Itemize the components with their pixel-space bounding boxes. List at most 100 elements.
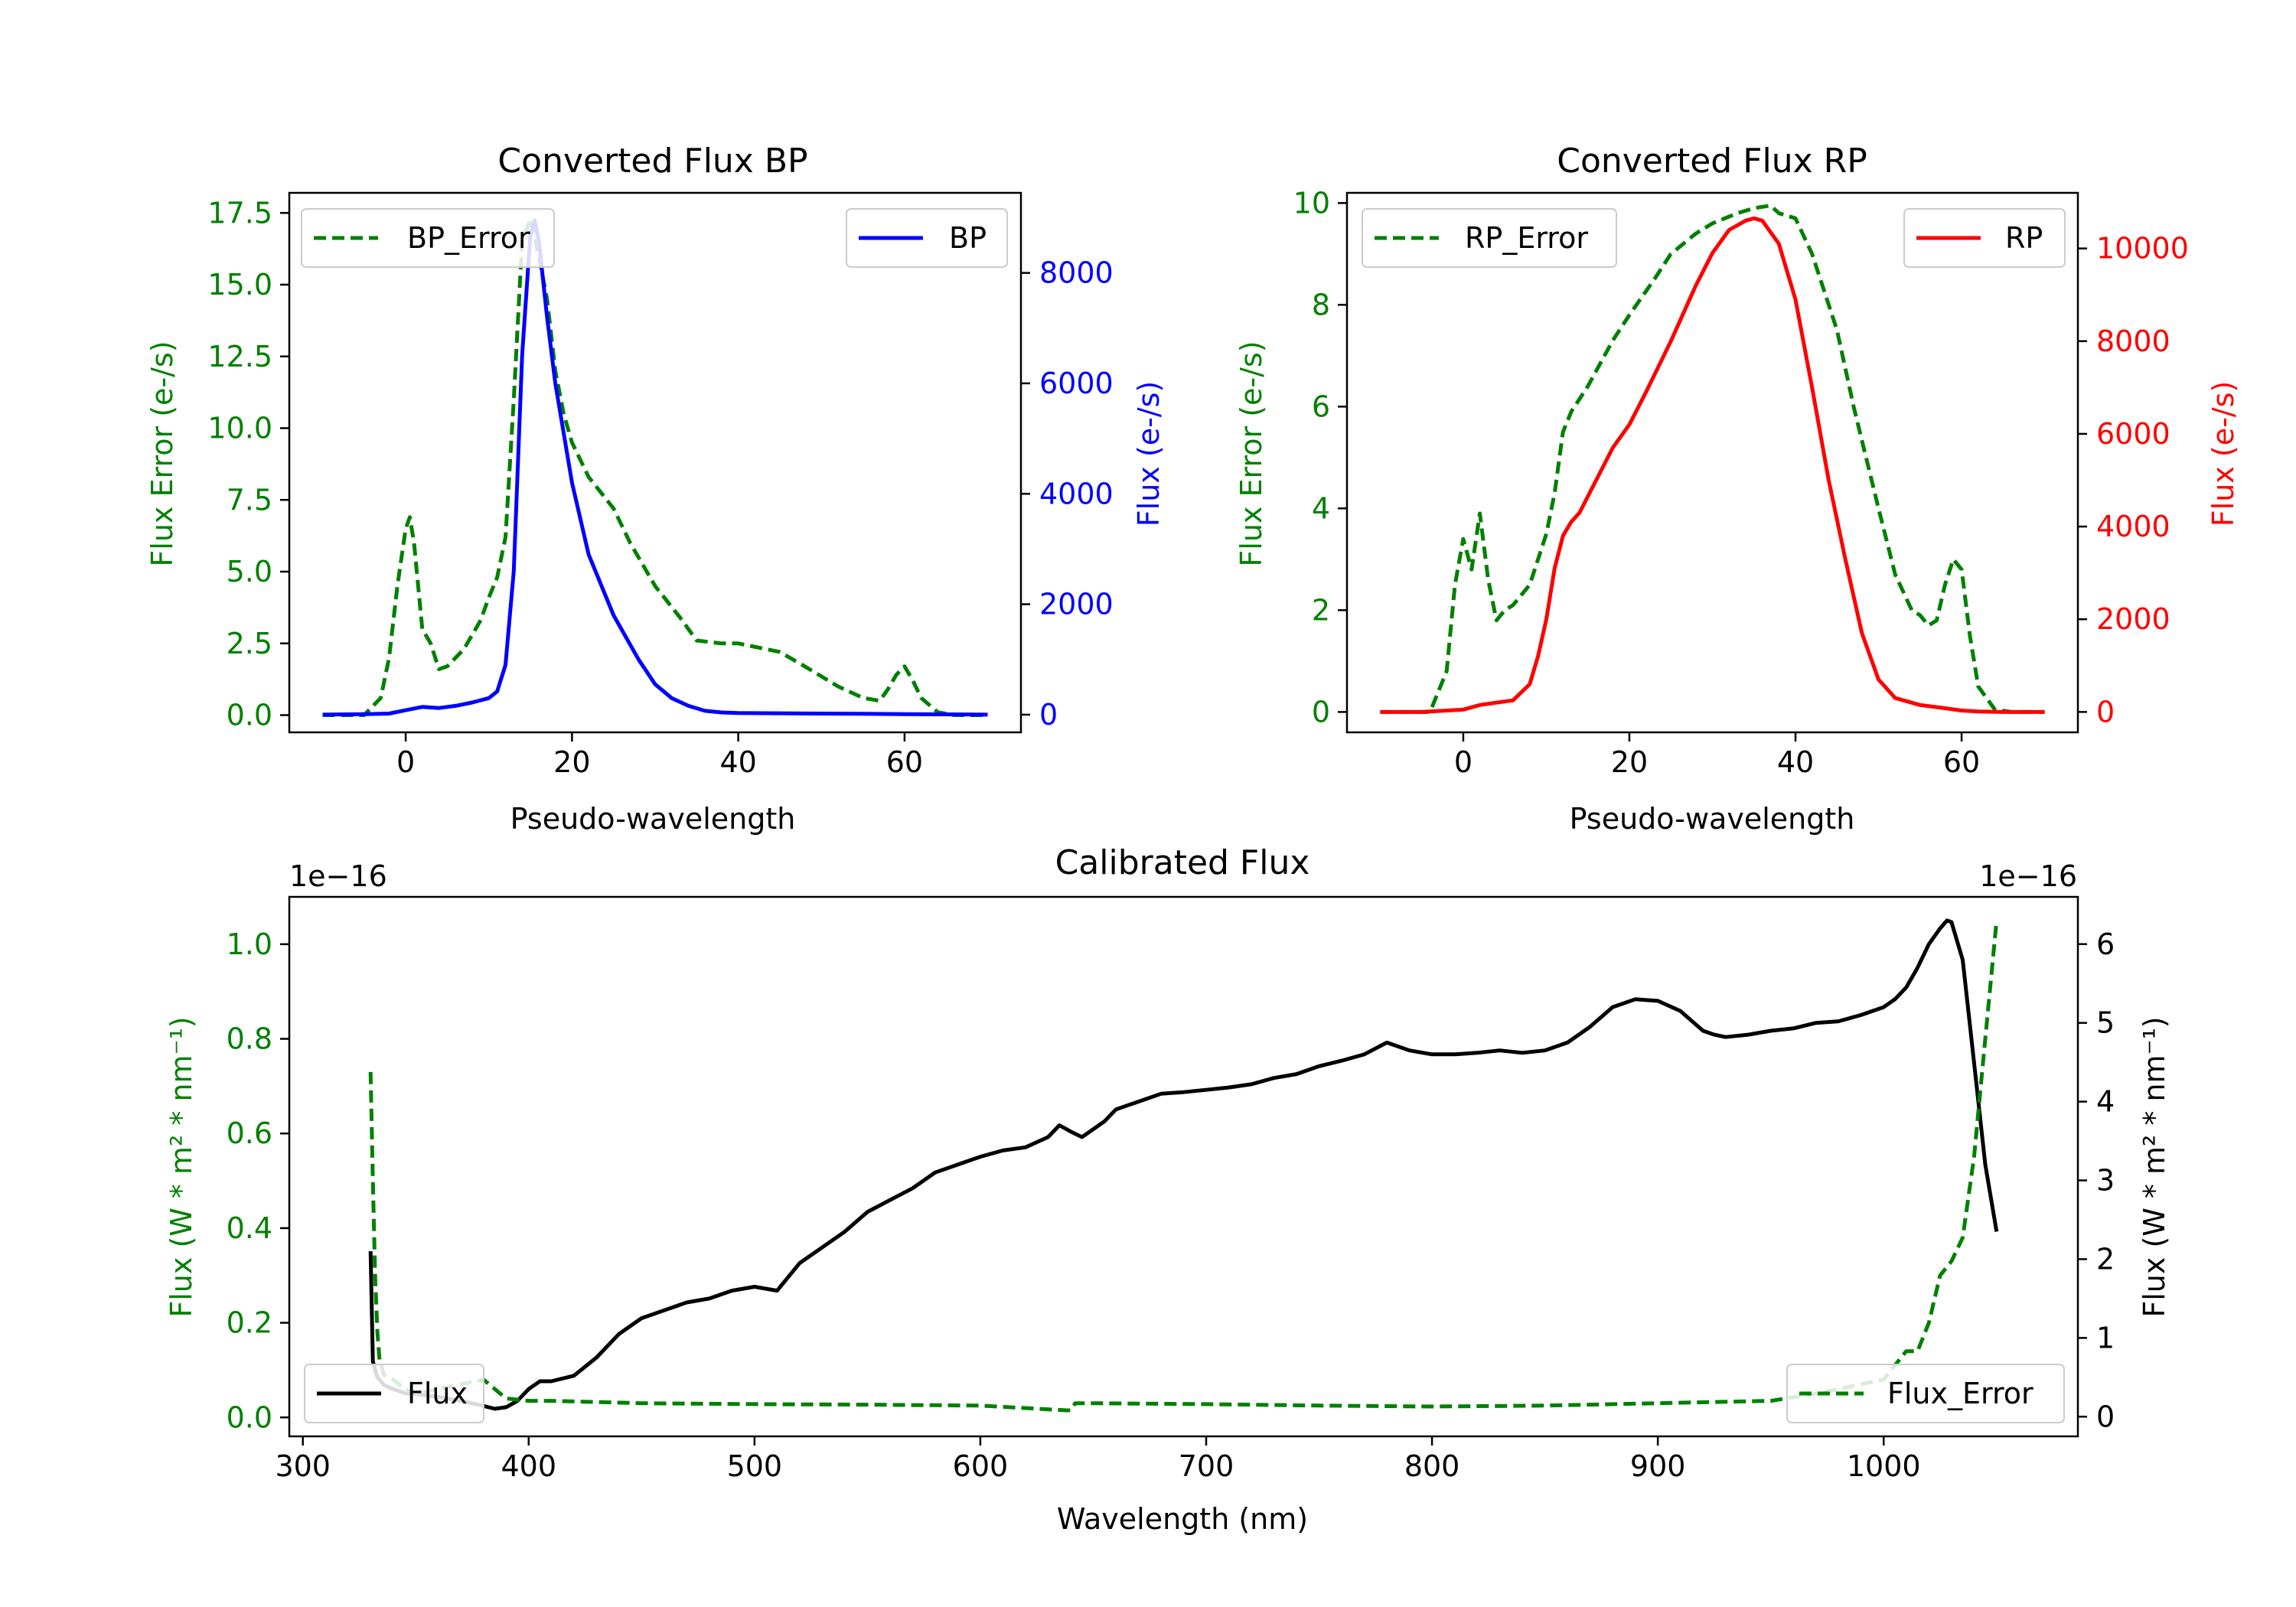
cal-legend-right-label: Flux_Error xyxy=(1887,1377,2033,1410)
cal-xtick-label: 300 xyxy=(275,1449,331,1483)
rp-xtick-label: 40 xyxy=(1777,745,1814,779)
rp-ytick-right-label: 8000 xyxy=(2096,324,2170,358)
cal-ytick-left-label: 0.2 xyxy=(227,1306,272,1340)
rp-series-layer xyxy=(1380,204,2045,714)
bp-ytick-left-label: 12.5 xyxy=(207,340,272,373)
bp-plot-frame xyxy=(288,191,1022,734)
rp-ytick-right-label: 2000 xyxy=(2096,602,2170,636)
rp-ytick-right-label: 0 xyxy=(2096,695,2115,729)
rp-legend-right: RP xyxy=(1903,208,2066,268)
cal-ytick-right-label: 5 xyxy=(2096,1006,2115,1040)
rp-ytick-left-label: 4 xyxy=(1312,491,1330,525)
bp-ytick-right-label: 0 xyxy=(1039,698,1058,732)
rp-ytick-right-label: 4000 xyxy=(2096,510,2170,543)
rp-ylabel-left: Flux Error (e-/s) xyxy=(1234,341,1268,566)
bp-ytick-left-label: 0.0 xyxy=(227,699,272,732)
bp-series-layer xyxy=(322,217,988,717)
cal-title: Calibrated Flux xyxy=(1055,843,1310,882)
cal-ytick-left-label: 0.6 xyxy=(227,1116,272,1150)
cal-xtick-label: 400 xyxy=(501,1449,557,1483)
cal-legend-right: Flux_Error xyxy=(1786,1364,2065,1423)
cal-xtick-label: 500 xyxy=(727,1449,783,1483)
rp-legend-left-box xyxy=(1362,208,1617,268)
rp-ytick-left-label: 0 xyxy=(1312,695,1330,729)
cal-ytick-right-label: 6 xyxy=(2096,927,2115,961)
rp-plot-frame xyxy=(1345,191,2079,734)
cal-series-flux xyxy=(368,918,1999,1411)
bp-legend-right: BP xyxy=(846,208,1008,268)
rp-panel: Converted Flux RP Pseudo-wavelength Flux… xyxy=(1234,142,2240,836)
bp-legend-right-label: BP xyxy=(949,221,987,255)
cal-ytick-right-label: 0 xyxy=(2096,1400,2115,1433)
rp-legend-left: RP_Error xyxy=(1362,208,1617,268)
bp-ytick-left-label: 7.5 xyxy=(227,483,272,517)
rp-ytick-right-label: 6000 xyxy=(2096,417,2170,451)
rp-series-rp-error xyxy=(1380,204,2045,714)
cal-ytick-right-label: 2 xyxy=(2096,1242,2115,1276)
cal-offset-right: 1e−16 xyxy=(1979,859,2077,893)
rp-series-rp xyxy=(1380,216,2045,714)
bp-legend-left: BP_Error xyxy=(301,208,555,268)
cal-ytick-right-label: 3 xyxy=(2096,1164,2115,1198)
bp-xtick-label: 0 xyxy=(396,745,415,779)
cal-xtick-label: 600 xyxy=(953,1449,1009,1483)
bp-series-bp xyxy=(322,218,988,717)
bp-panel: Converted Flux BP Pseudo-wavelength Flux… xyxy=(145,142,1166,836)
bp-ytick-right-label: 8000 xyxy=(1039,256,1114,290)
bp-ytick-left-label: 17.5 xyxy=(207,196,272,230)
cal-offset-left: 1e−16 xyxy=(289,859,387,893)
rp-xlabel: Pseudo-wavelength xyxy=(1570,802,1855,836)
cal-legend-left: Flux xyxy=(304,1364,484,1423)
cal-ytick-left-label: 0.4 xyxy=(227,1211,272,1245)
bp-ylabel-left: Flux Error (e-/s) xyxy=(145,341,179,566)
cal-legend-left-box xyxy=(304,1364,484,1423)
cal-xtick-label: 1000 xyxy=(1847,1449,1921,1483)
bp-legend-left-label: BP_Error xyxy=(407,221,530,255)
rp-ytick-right-label: 10000 xyxy=(2096,232,2189,266)
rp-ticks-layer: 0 20 40 60 0 2 4 6 8 10 0 2000 4000 6000 8000 10000 xyxy=(1293,186,2189,779)
rp-xtick-label: 0 xyxy=(1454,745,1473,779)
cal-ytick-left-label: 0.0 xyxy=(227,1400,272,1434)
cal-ylabel-left: Flux (W * m² * nm⁻¹) xyxy=(165,1016,198,1317)
cal-legend-left-label: Flux xyxy=(407,1377,468,1410)
rp-title: Converted Flux RP xyxy=(1557,142,1867,181)
bp-ticks-layer: 0 20 40 60 0.0 2.5 5.0 7.5 10.0 12.5 15.0 17.5 0 2000… xyxy=(207,196,1113,779)
rp-ytick-left-label: 6 xyxy=(1312,390,1330,423)
bp-title: Converted Flux BP xyxy=(497,142,807,181)
bp-ytick-left-label: 5.0 xyxy=(227,555,272,588)
bp-xtick-label: 20 xyxy=(553,745,590,779)
cal-xtick-label: 800 xyxy=(1404,1449,1460,1483)
cal-xtick-label: 700 xyxy=(1179,1449,1234,1483)
cal-ytick-right-label: 4 xyxy=(2096,1085,2115,1119)
bp-xtick-label: 60 xyxy=(886,745,923,779)
bp-ytick-right-label: 2000 xyxy=(1039,588,1114,621)
cal-ytick-left-label: 1.0 xyxy=(227,927,272,961)
rp-ytick-left-label: 8 xyxy=(1312,288,1330,321)
cal-xlabel: Wavelength (nm) xyxy=(1057,1502,1308,1536)
cal-plot-frame xyxy=(288,895,2079,1438)
bp-legend-left-box xyxy=(301,208,555,268)
rp-ytick-left-label: 10 xyxy=(1293,186,1330,220)
rp-ytick-left-label: 2 xyxy=(1312,593,1330,627)
bp-ytick-left-label: 2.5 xyxy=(227,627,272,660)
rp-legend-right-label: RP xyxy=(2005,221,2043,255)
cal-ticks-layer: 300 400 500 600 700 800 900 1000 0.0 0.2 0.4 0.6 0.8… xyxy=(227,927,2115,1483)
bp-legend-right-box xyxy=(846,208,1008,268)
rp-xtick-label: 20 xyxy=(1611,745,1648,779)
bp-xlabel: Pseudo-wavelength xyxy=(510,802,796,836)
rp-xtick-label: 60 xyxy=(1943,745,1980,779)
bp-xtick-label: 40 xyxy=(719,745,756,779)
bp-ytick-right-label: 6000 xyxy=(1039,367,1114,400)
rp-legend-right-box xyxy=(1903,208,2066,268)
cal-panel: Calibrated Flux Wavelength (nm) Flux (W … xyxy=(165,843,2171,1536)
rp-legend-left-label: RP_Error xyxy=(1465,221,1588,255)
bp-series-bp-error xyxy=(322,217,988,717)
bp-ytick-left-label: 10.0 xyxy=(207,412,272,445)
cal-ylabel-right: Flux (W * m² * nm⁻¹) xyxy=(2138,1016,2171,1317)
cal-legend-right-box xyxy=(1786,1364,2065,1423)
cal-xtick-label: 900 xyxy=(1630,1449,1686,1483)
cal-ytick-left-label: 0.8 xyxy=(227,1022,272,1056)
bp-ytick-left-label: 15.0 xyxy=(207,268,272,302)
bp-ylabel-right: Flux (e-/s) xyxy=(1132,381,1166,526)
